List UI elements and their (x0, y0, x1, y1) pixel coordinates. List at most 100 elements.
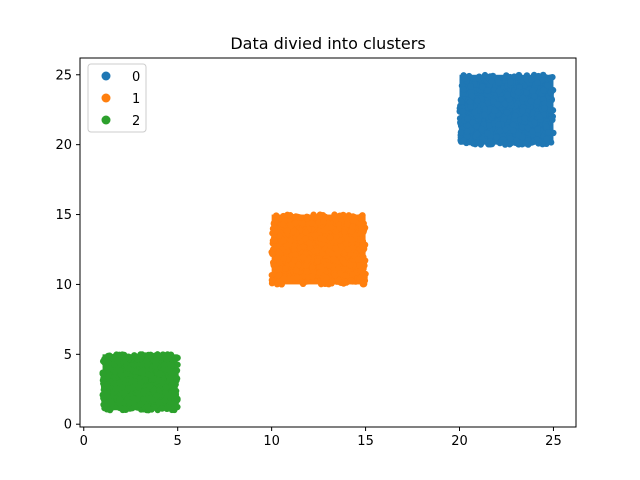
y-tick-label: 20 (55, 138, 72, 153)
cluster-1-point (312, 232, 320, 239)
cluster-0-point (544, 82, 551, 89)
cluster-1-point (268, 276, 276, 284)
cluster-2-point (163, 356, 170, 363)
cluster-1-point (287, 212, 294, 219)
cluster-1-point (360, 253, 367, 261)
cluster-0-point (463, 128, 471, 135)
legend-marker-0 (101, 71, 111, 81)
cluster-1-point (313, 247, 320, 254)
cluster-1-point (341, 278, 349, 285)
cluster-0-point (519, 107, 526, 115)
cluster-2-point (112, 385, 119, 392)
cluster-1-point (302, 262, 310, 269)
cluster-1-point (328, 278, 336, 285)
cluster-2-point (143, 403, 151, 410)
cluster-1-point (290, 228, 297, 236)
cluster-1-point (358, 243, 366, 250)
cluster-2-point (173, 375, 181, 382)
cluster-0-point (519, 133, 526, 141)
x-tick-label: 15 (357, 434, 374, 449)
cluster-1-point (349, 271, 356, 278)
cluster-1-point (269, 250, 276, 258)
cluster-1-point (335, 277, 343, 285)
cluster-1-point (316, 269, 323, 276)
cluster-1-point (299, 220, 307, 227)
cluster-0-point (529, 138, 537, 146)
y-axis: 0 5 10 15 20 25 (55, 68, 80, 433)
x-axis: 0 5 10 15 20 25 (80, 427, 562, 449)
cluster-1-point (274, 254, 281, 262)
cluster-2-point (143, 357, 150, 364)
x-tick-label: 10 (263, 434, 280, 449)
cluster-0-point (493, 133, 500, 141)
cluster-1-point (280, 275, 288, 282)
cluster-0-point (467, 103, 474, 110)
cluster-2-point (117, 405, 125, 412)
cluster-2-point (99, 358, 107, 365)
cluster-2-point (174, 354, 181, 362)
cluster-0-point (549, 116, 556, 124)
cluster-2-point (148, 406, 155, 413)
cluster-0-point (535, 72, 542, 80)
cluster-2-point (125, 353, 132, 360)
x-tick-label: 20 (451, 434, 468, 449)
cluster-2-point (164, 366, 172, 373)
cluster-1-point (333, 233, 340, 240)
cluster-0-point (459, 107, 467, 115)
cluster-1-point (268, 271, 276, 279)
cluster-0-point (522, 140, 529, 147)
y-tick-label: 10 (55, 278, 72, 293)
cluster-2-point (104, 381, 111, 389)
cluster-2-point (166, 376, 174, 383)
cluster-2-point (143, 387, 150, 394)
cluster-0-point (473, 130, 481, 138)
cluster-2-point (171, 386, 178, 393)
cluster-1-point (271, 263, 279, 270)
cluster-0-point (524, 124, 531, 132)
cluster-2-point (137, 379, 144, 386)
cluster-0-point (467, 83, 474, 90)
cluster-1-point (362, 270, 369, 278)
cluster-0-point (463, 132, 471, 140)
cluster-2-points (99, 351, 181, 414)
cluster-1-point (326, 234, 334, 241)
cluster-2-point (174, 361, 181, 368)
cluster-0-point (481, 111, 488, 118)
cluster-1-point (271, 228, 279, 235)
cluster-0-point (495, 87, 503, 95)
cluster-0-point (546, 101, 554, 108)
cluster-0-point (523, 75, 530, 83)
cluster-1-point (302, 235, 309, 243)
cluster-1-point (350, 217, 358, 225)
cluster-2-point (146, 382, 154, 390)
cluster-1-point (332, 244, 340, 252)
cluster-0-point (541, 104, 548, 112)
chart-title: Data divied into clusters (230, 34, 425, 53)
cluster-1-point (348, 236, 355, 244)
cluster-1-point (327, 224, 335, 231)
cluster-2-point (121, 389, 128, 397)
cluster-1-point (293, 274, 301, 281)
cluster-0-point (511, 112, 519, 119)
cluster-0-point (547, 75, 554, 82)
cluster-1-point (280, 255, 287, 262)
cluster-0-point (546, 105, 553, 113)
cluster-0-point (458, 98, 465, 106)
cluster-0-point (473, 139, 481, 146)
cluster-0-point (529, 87, 536, 95)
cluster-1-point (271, 217, 279, 225)
cluster-0-point (494, 101, 501, 108)
cluster-0-point (460, 137, 467, 144)
cluster-0-point (547, 89, 555, 96)
cluster-0-point (464, 115, 471, 122)
cluster-1-point (333, 249, 341, 257)
cluster-2-point (104, 352, 112, 360)
cluster-0-point (501, 141, 509, 148)
legend-label-1: 1 (132, 92, 140, 107)
cluster-2-point (158, 405, 166, 412)
cluster-0-point (482, 105, 489, 113)
x-tick-label: 25 (545, 434, 562, 449)
cluster-2-point (165, 361, 172, 368)
cluster-2-point (173, 367, 181, 374)
